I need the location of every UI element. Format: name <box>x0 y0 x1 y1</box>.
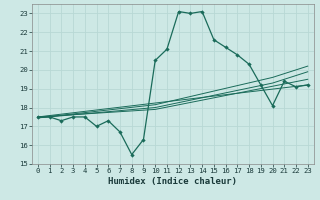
X-axis label: Humidex (Indice chaleur): Humidex (Indice chaleur) <box>108 177 237 186</box>
